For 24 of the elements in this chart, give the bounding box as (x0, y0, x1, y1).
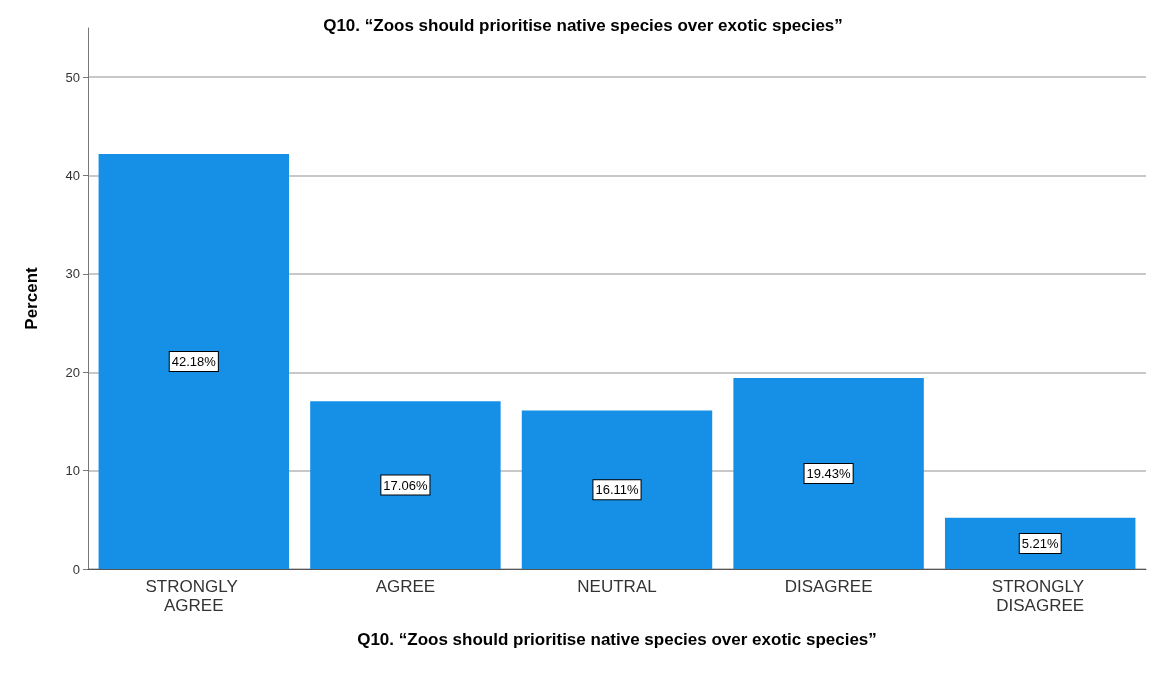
data-label: 17.06% (383, 477, 428, 493)
bar (310, 401, 501, 569)
y-tick-label: 20 (65, 364, 80, 380)
x-tick-label: AGREE (375, 577, 436, 596)
chart-title: Q10. “Zoos should prioritise native species over exotic species” (323, 16, 843, 35)
y-tick-label: 30 (65, 266, 80, 282)
bar (521, 410, 713, 569)
x-tick-label: STRONGLY DISAGREE (991, 577, 1089, 615)
y-tick-label: 40 (65, 168, 80, 184)
data-label: 42.18% (171, 354, 217, 370)
x-tick-label: DISAGREE (784, 577, 873, 596)
x-tick-label: NEUTRAL (577, 577, 657, 596)
y-axis-title: Percent (22, 266, 41, 330)
data-label: 19.43% (806, 465, 852, 481)
bar (98, 154, 290, 569)
y-tick-label: 0 (72, 561, 80, 577)
data-label: 5.21% (1021, 535, 1060, 551)
bar (733, 377, 924, 569)
x-axis-title: Q10. “Zoos should prioritise native species over exotic species” (357, 630, 877, 649)
y-tick-label: 50 (65, 69, 80, 85)
y-tick-label: 10 (65, 463, 80, 479)
x-tick-label: STRONGLY AGREE (145, 577, 243, 615)
bar (944, 517, 1136, 569)
data-label: 16.11% (595, 482, 639, 498)
